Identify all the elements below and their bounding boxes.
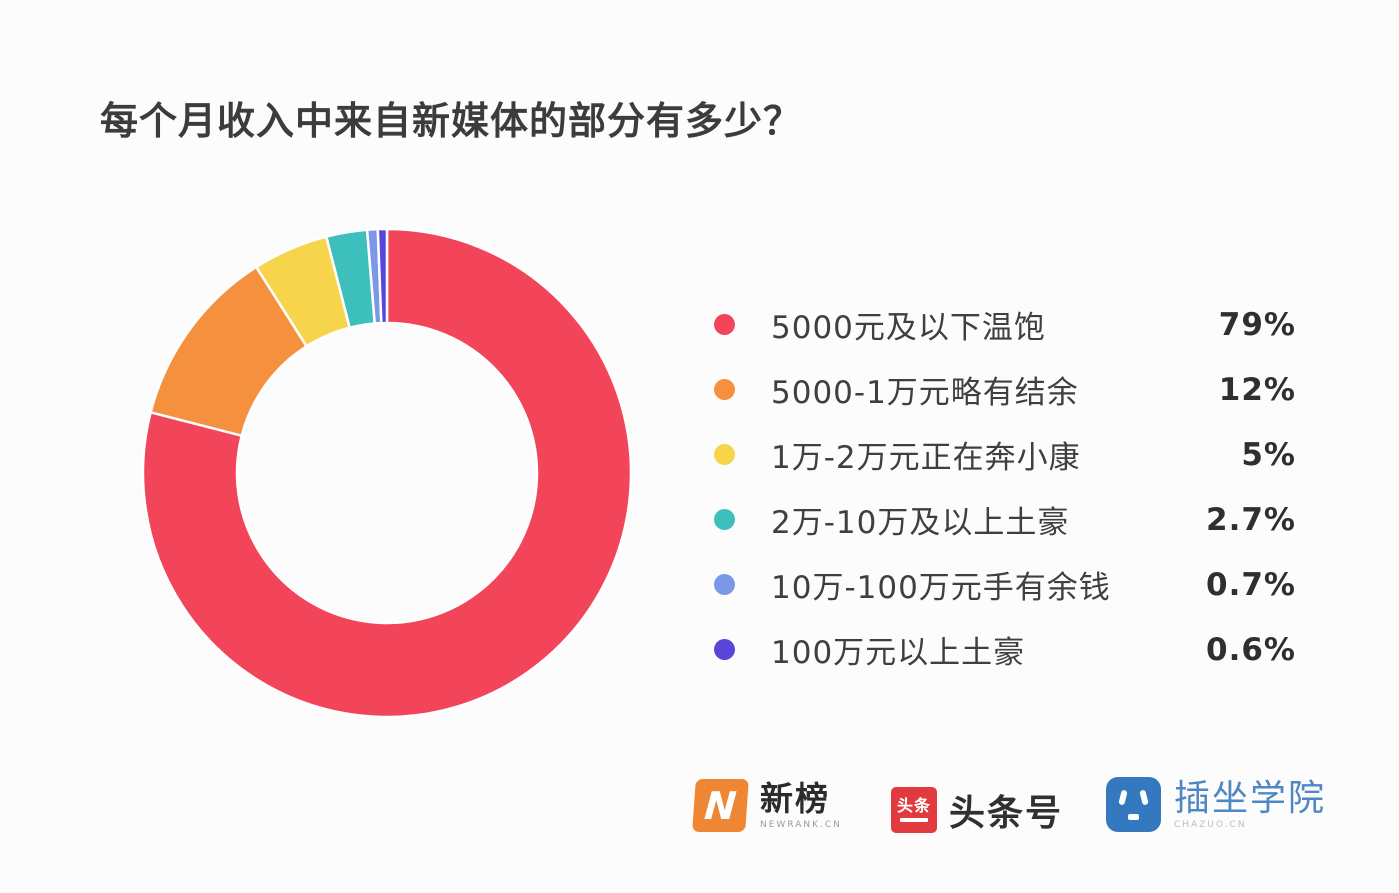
legend-color-dot [714,379,735,400]
newrank-text: 新榜 NEWRANK.CN [760,779,842,830]
legend-label: 1万-2万元正在奔小康 [771,440,1081,476]
legend-value: 79% [1218,306,1296,343]
chart-title: 每个月收入中来自新媒体的部分有多少？ [100,99,803,143]
toutiao-icon-bar [900,818,928,822]
toutiao-name: 头条号 [949,793,1064,834]
legend-item-5: 100万元以上土豪 0.6% [706,617,1296,682]
legend-item-2: 1万-2万元正在奔小康 5% [706,422,1296,487]
legend-label: 2万-10万及以上土豪 [771,505,1070,541]
chazuo-logo: 插坐学院 CHAZUO.CN [1106,777,1326,832]
toutiao-logo: 头条 头条号 [891,784,1063,836]
robot-eye-left [1118,789,1128,806]
legend-item-1: 5000-1万元略有结余 12% [706,357,1296,422]
donut-slice-0 [141,227,633,719]
newrank-logo: N 新榜 NEWRANK.CN [692,779,842,832]
legend: 5000元及以下温饱 79% 5000-1万元略有结余 12% 1万-2万元正在奔小康 5… [706,292,1296,682]
legend-color-dot [714,574,735,595]
newrank-caption: NEWRANK.CN [760,819,842,830]
robot-eye-right [1139,789,1149,806]
newrank-name: 新榜 [760,779,830,819]
toutiao-icon: 头条 [891,787,937,833]
chazuo-name: 插坐学院 [1174,777,1327,819]
legend-item-3: 2万-10万及以上土豪 2.7% [706,487,1296,552]
donut-slice-5 [376,227,389,325]
chazuo-text: 插坐学院 CHAZUO.CN [1174,779,1326,831]
legend-color-dot [714,314,735,335]
legend-item-4: 10万-100万元手有余钱 0.7% [706,552,1296,617]
legend-color-dot [714,639,735,660]
legend-item-0: 5000元及以下温饱 79% [706,292,1296,357]
legend-value: 5% [1241,436,1296,473]
legend-value: 12% [1218,371,1296,408]
legend-label: 100万元以上土豪 [771,635,1026,671]
robot-mouth [1128,814,1139,820]
legend-label: 5000-1万元略有结余 [771,375,1079,411]
chazuo-robot-icon [1106,777,1161,832]
legend-label: 5000元及以下温饱 [771,310,1046,346]
legend-color-dot [714,509,735,530]
legend-value: 0.7% [1206,566,1296,603]
legend-value: 2.7% [1206,501,1296,538]
legend-label: 10万-100万元手有余钱 [771,570,1111,606]
footer-logos: N 新榜 NEWRANK.CN 头条 头条号 插坐学院 CHAZUO.CN [0,770,1399,860]
newrank-icon: N [692,779,749,832]
donut-svg [141,227,633,719]
legend-value: 0.6% [1206,631,1296,668]
toutiao-icon-text: 头条 [896,796,931,815]
chazuo-caption: CHAZUO.CN [1174,820,1247,831]
donut-chart [140,226,634,720]
legend-color-dot [714,444,735,465]
